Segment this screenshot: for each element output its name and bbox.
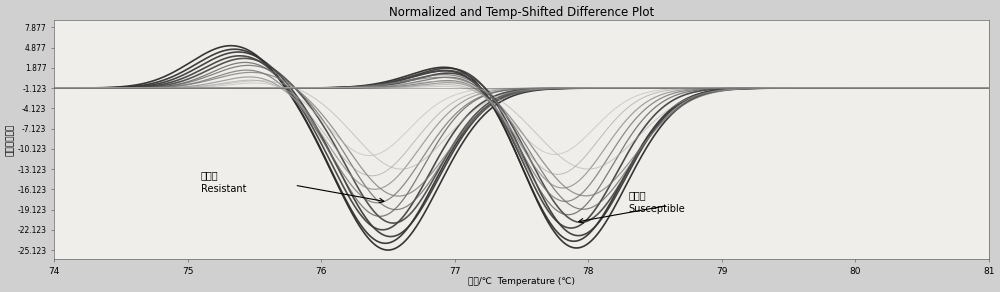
Text: Resistant: Resistant [201,184,246,194]
X-axis label: 温度/℃  Temperature (℃): 温度/℃ Temperature (℃) [468,277,575,286]
Text: 抗病型: 抗病型 [201,171,219,180]
Text: 感病型: 感病型 [628,191,646,201]
Title: Normalized and Temp-Shifted Difference Plot: Normalized and Temp-Shifted Difference P… [389,6,654,19]
Y-axis label: 相对荧光差値: 相对荧光差値 [6,124,15,156]
Text: Susceptible: Susceptible [628,204,685,214]
